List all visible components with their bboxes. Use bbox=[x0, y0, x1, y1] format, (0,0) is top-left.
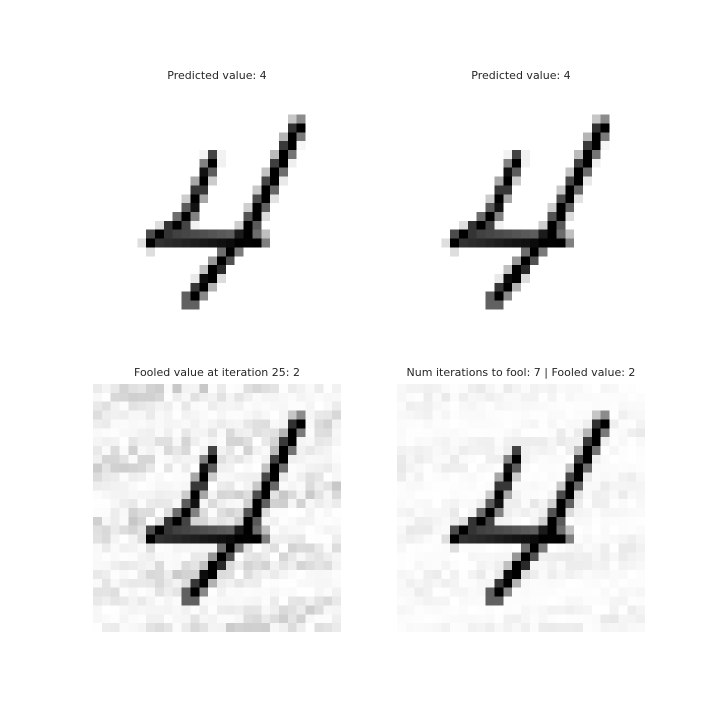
digit-image-original-copy bbox=[397, 88, 645, 336]
panel-1-image bbox=[93, 88, 341, 336]
digit-image-original bbox=[93, 88, 341, 336]
panel-2-image bbox=[397, 88, 645, 336]
panel-2-title: Predicted value: 4 bbox=[471, 69, 571, 82]
panel-1-title: Predicted value: 4 bbox=[167, 69, 267, 82]
digit-image-light-noise bbox=[397, 384, 645, 632]
digit-image-heavy-noise bbox=[93, 384, 341, 632]
panel-4-image bbox=[397, 384, 645, 632]
panel-3-title: Fooled value at iteration 25: 2 bbox=[134, 366, 300, 379]
panel-4-title: Num iterations to fool: 7 | Fooled value… bbox=[406, 366, 636, 379]
panel-3-image bbox=[93, 384, 341, 632]
